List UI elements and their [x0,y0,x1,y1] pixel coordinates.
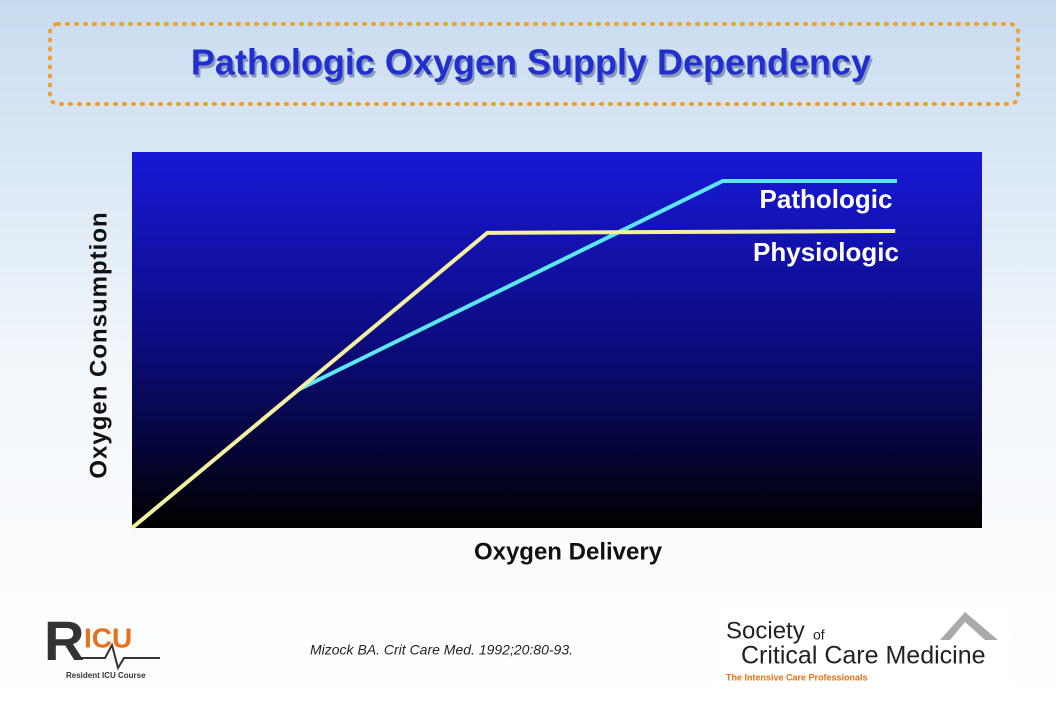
sccm-of: of [813,627,825,643]
title-frame [48,22,1020,106]
sccm-emblem [940,612,998,640]
series-label: Pathologic [760,184,893,214]
series-line [130,228,896,530]
x-axis-label: Oxygen Delivery [474,538,663,565]
sccm-tagline: The Intensive Care Professionals [726,672,868,682]
series-label: Physiologic [753,237,899,267]
y-axis-label: Oxygen Consumption [85,211,112,478]
logo-course: Resident ICU Course [66,671,146,680]
sccm-logo: Society of Critical Care Medicine The In… [718,608,1010,688]
logo-icu: ICU [84,622,132,653]
series-line [296,178,897,392]
citation: Mizock BA. Crit Care Med. 1992;20:80-93. [310,642,573,658]
sccm-name: Critical Care Medicine [741,642,986,670]
title-shadow: Pathologic Oxygen Supply Dependency [193,45,873,86]
sccm-society: Society [726,617,805,644]
plot-area [132,152,982,528]
ricu-logo: R ICU Resident ICU Course [44,609,160,680]
logo-pulse [80,642,160,671]
logo-r: R [44,609,84,672]
chart-title: Pathologic Oxygen Supply Dependency [191,42,871,83]
